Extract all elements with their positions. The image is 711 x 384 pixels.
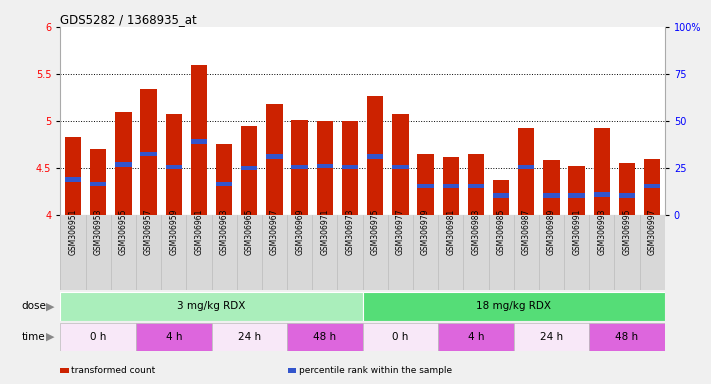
Text: ▶: ▶ — [46, 332, 55, 342]
Bar — [367, 154, 383, 159]
Text: transformed count: transformed count — [71, 366, 155, 375]
Bar — [166, 165, 182, 169]
Bar — [90, 182, 107, 186]
Text: 48 h: 48 h — [314, 332, 336, 342]
Bar — [543, 161, 560, 215]
Bar — [569, 193, 585, 198]
Text: 4 h: 4 h — [468, 332, 484, 342]
Bar — [589, 323, 665, 351]
Bar — [417, 154, 434, 215]
Text: 48 h: 48 h — [616, 332, 638, 342]
Bar — [438, 323, 514, 351]
Bar — [644, 184, 661, 188]
Bar — [493, 193, 509, 198]
Bar — [342, 121, 358, 215]
Bar — [115, 162, 132, 167]
Bar — [442, 184, 459, 188]
Bar — [417, 184, 434, 188]
Bar — [594, 192, 610, 197]
Text: time: time — [21, 332, 45, 342]
Text: 0 h: 0 h — [392, 332, 409, 342]
Bar — [594, 127, 610, 215]
Bar — [367, 96, 383, 215]
Bar — [468, 184, 484, 188]
Bar — [241, 126, 257, 215]
Bar — [518, 165, 535, 169]
Bar — [136, 323, 212, 351]
Bar — [316, 121, 333, 215]
Bar — [644, 159, 661, 215]
Bar — [392, 165, 409, 169]
Bar — [60, 292, 363, 321]
Bar — [619, 163, 635, 215]
Text: ▶: ▶ — [46, 301, 55, 311]
Text: 3 mg/kg RDX: 3 mg/kg RDX — [177, 301, 246, 311]
Text: 0 h: 0 h — [90, 332, 107, 342]
Bar — [569, 166, 585, 215]
Text: 18 mg/kg RDX: 18 mg/kg RDX — [476, 301, 551, 311]
Bar — [216, 182, 232, 186]
Bar — [514, 323, 589, 351]
Bar — [493, 180, 509, 215]
Bar — [619, 193, 635, 198]
Text: percentile rank within the sample: percentile rank within the sample — [299, 366, 451, 375]
Bar — [140, 89, 156, 215]
Text: GDS5282 / 1368935_at: GDS5282 / 1368935_at — [60, 13, 197, 26]
Bar — [216, 144, 232, 215]
Bar — [267, 154, 283, 159]
Bar — [442, 157, 459, 215]
Bar — [65, 137, 81, 215]
Bar — [287, 323, 363, 351]
Bar — [468, 154, 484, 215]
Bar — [316, 164, 333, 169]
Bar — [518, 127, 535, 215]
Bar — [267, 104, 283, 215]
Bar — [140, 152, 156, 156]
Bar — [292, 120, 308, 215]
Bar — [191, 139, 207, 144]
Text: dose: dose — [21, 301, 46, 311]
Bar — [241, 166, 257, 170]
Bar — [166, 114, 182, 215]
Text: 4 h: 4 h — [166, 332, 182, 342]
Bar — [65, 177, 81, 182]
Bar — [292, 165, 308, 169]
Bar — [543, 193, 560, 198]
Bar — [60, 323, 136, 351]
Text: 24 h: 24 h — [237, 332, 261, 342]
Text: 24 h: 24 h — [540, 332, 563, 342]
Bar — [363, 323, 438, 351]
Bar — [191, 65, 207, 215]
Bar — [342, 165, 358, 169]
Bar — [212, 323, 287, 351]
Bar — [363, 292, 665, 321]
Bar — [115, 112, 132, 215]
Bar — [392, 114, 409, 215]
Bar — [90, 149, 107, 215]
